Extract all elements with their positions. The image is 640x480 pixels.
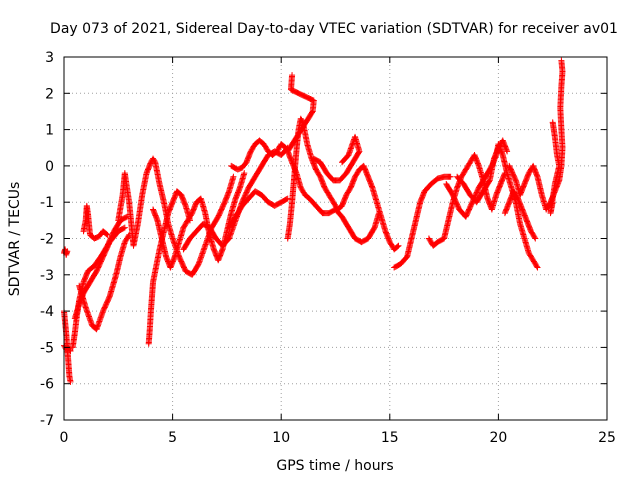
- series-track-r: [425, 152, 508, 249]
- x-tick-label: 15: [381, 430, 399, 446]
- y-tick-label: 1: [45, 123, 54, 139]
- series-track-g: [80, 202, 111, 242]
- y-tick-label: -6: [40, 377, 54, 393]
- y-tick-label: -5: [40, 340, 54, 356]
- y-tick-label: -4: [40, 304, 54, 320]
- series-track-m: [228, 137, 289, 173]
- series-track-q: [391, 173, 454, 271]
- series-track-u: [547, 119, 563, 217]
- x-tick-label: 5: [168, 430, 177, 446]
- x-tick-label: 10: [272, 430, 290, 446]
- series-track-h: [115, 155, 237, 278]
- axis-ticks: 0 5 10 15 20 25 -7 -6 -5 -4 -3 -2 -1 0 1 2 3: [40, 50, 616, 446]
- series-track-e: [71, 224, 128, 322]
- data-point: [533, 263, 540, 270]
- series-track-w: [454, 137, 511, 206]
- y-tick-label: -2: [40, 232, 54, 248]
- data-point: [375, 210, 382, 217]
- x-axis-label: GPS time / hours: [276, 458, 393, 474]
- series-track-f: [76, 231, 133, 333]
- y-tick-label: -7: [40, 413, 54, 429]
- y-tick-label: 3: [45, 50, 54, 66]
- data-point: [104, 231, 111, 238]
- data-point: [549, 199, 556, 206]
- data-point: [447, 173, 454, 180]
- data-point: [283, 196, 290, 203]
- data-point: [103, 231, 110, 238]
- data-point: [241, 170, 248, 177]
- series-track-c: [61, 342, 74, 355]
- data-point: [532, 235, 539, 242]
- data-point: [531, 234, 538, 241]
- data-point: [67, 378, 74, 385]
- data-point: [558, 57, 565, 64]
- y-tick-label: 2: [45, 86, 54, 102]
- data-point: [120, 225, 127, 232]
- series-track-v: [501, 188, 539, 242]
- y-tick-label: -3: [40, 268, 54, 284]
- data-point: [67, 348, 74, 355]
- data-points: [61, 57, 566, 385]
- data-point: [64, 248, 71, 255]
- data-point: [121, 224, 128, 231]
- data-point: [339, 158, 346, 165]
- series-track-o: [284, 72, 382, 246]
- series-track-l: [226, 188, 291, 231]
- data-point: [534, 264, 541, 271]
- x-tick-label: 20: [489, 430, 507, 446]
- data-point: [281, 144, 288, 151]
- chart-title: Day 073 of 2021, Sidereal Day-to-day VTE…: [50, 21, 618, 37]
- y-tick-label: -1: [40, 195, 54, 211]
- data-point: [339, 159, 346, 166]
- data-point: [395, 242, 402, 249]
- data-point: [151, 158, 158, 165]
- series-track-a: [61, 246, 71, 258]
- data-point: [394, 243, 401, 250]
- x-tick-label: 25: [598, 430, 616, 446]
- data-point: [504, 148, 511, 155]
- y-axis-label: SDTVAR / TECUs: [7, 182, 23, 297]
- data-point: [512, 176, 519, 183]
- y-tick-label: 0: [45, 159, 54, 175]
- series-track-p: [310, 133, 363, 184]
- data-point: [230, 173, 237, 180]
- x-tick-label: 0: [60, 430, 69, 446]
